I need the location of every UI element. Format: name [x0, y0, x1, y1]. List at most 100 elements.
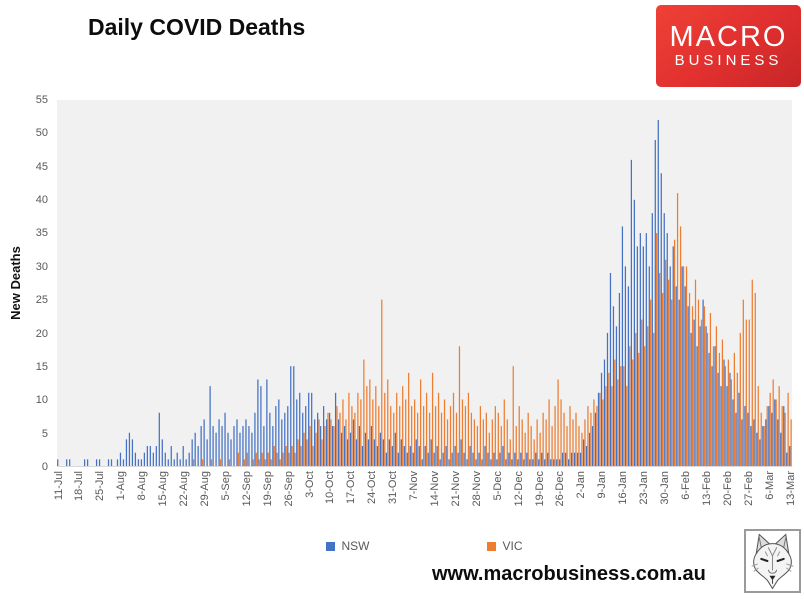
- bar-vic: [417, 412, 419, 466]
- bar-vic: [587, 406, 589, 466]
- bar-nsw: [756, 432, 758, 466]
- bar-vic: [327, 412, 329, 466]
- bar-nsw: [585, 446, 588, 466]
- bar-vic: [718, 352, 721, 466]
- bar-nsw: [158, 412, 160, 466]
- bar-vic: [676, 193, 679, 466]
- x-tick-label: 9-Jan: [596, 471, 609, 499]
- y-tick-label: 50: [35, 127, 48, 140]
- bar-vic: [318, 419, 320, 466]
- bar-nsw: [57, 459, 59, 466]
- bar-nsw: [182, 446, 184, 466]
- bar-nsw: [430, 439, 432, 466]
- bar-vic: [411, 406, 413, 466]
- bar-nsw: [663, 213, 665, 466]
- y-tick-label: 45: [35, 160, 48, 173]
- bar-nsw: [708, 352, 710, 466]
- bar-nsw: [478, 452, 480, 466]
- macrobusiness-logo[interactable]: MACRO BUSINESS: [656, 5, 801, 87]
- bar-vic: [506, 419, 508, 466]
- bar-vic: [288, 452, 290, 466]
- bar-nsw: [496, 459, 498, 466]
- bar-nsw: [125, 439, 128, 466]
- bar-vic: [452, 392, 455, 466]
- x-tick-label: 18-Jul: [73, 471, 86, 501]
- x-tick-label: 6-Feb: [679, 471, 692, 500]
- bar-nsw: [532, 459, 534, 466]
- wolf-sketch-icon: [751, 533, 794, 590]
- bar-nsw: [302, 412, 304, 466]
- bar-nsw: [427, 452, 429, 466]
- bar-vic: [408, 372, 410, 466]
- bar-vic: [434, 406, 437, 466]
- y-tick-label: 55: [35, 94, 48, 106]
- bar-nsw: [582, 439, 585, 466]
- bar-vic: [321, 439, 323, 466]
- bar-vic: [360, 399, 362, 466]
- bar-nsw: [505, 459, 507, 466]
- bar-nsw: [436, 446, 438, 466]
- bar-nsw: [529, 459, 531, 466]
- bar-nsw: [194, 432, 196, 466]
- bar-nsw: [128, 432, 131, 466]
- bar-nsw: [612, 306, 615, 466]
- bar-vic: [751, 279, 753, 466]
- bar-vic: [665, 259, 667, 466]
- bar-nsw: [95, 459, 98, 466]
- bar-vic: [536, 419, 538, 466]
- bar-vic: [527, 412, 529, 466]
- bar-nsw: [639, 233, 641, 466]
- bar-nsw: [535, 452, 537, 466]
- bar-nsw: [191, 439, 193, 466]
- bar-nsw: [403, 446, 405, 466]
- bar-nsw: [254, 412, 256, 466]
- bar-vic: [626, 386, 628, 466]
- bar-vic: [602, 399, 604, 466]
- site-url-link[interactable]: www.macrobusiness.com.au: [432, 563, 706, 585]
- bar-vic: [617, 379, 619, 466]
- bar-nsw: [514, 452, 516, 466]
- bar-vic: [593, 399, 595, 466]
- bar-nsw: [212, 426, 214, 466]
- bar-nsw: [248, 426, 250, 466]
- wolf-logo-box: [744, 529, 801, 593]
- x-tick-label: 26-Sep: [282, 471, 295, 507]
- bar-nsw: [726, 386, 728, 466]
- bar-nsw: [636, 246, 638, 466]
- bar-vic: [659, 273, 661, 466]
- bar-nsw: [621, 226, 624, 466]
- bar-vic: [524, 432, 526, 466]
- bar-vic: [258, 459, 260, 466]
- bar-nsw: [666, 233, 668, 466]
- bar-nsw: [397, 452, 399, 466]
- bar-vic: [375, 386, 377, 466]
- bar-nsw: [783, 406, 785, 466]
- logo-text-business: BUSINESS: [674, 52, 783, 69]
- bar-vic: [730, 379, 732, 466]
- chart-plot-area: [57, 100, 792, 467]
- bar-nsw: [538, 459, 540, 466]
- x-tick-label: 7-Nov: [408, 471, 420, 501]
- bar-vic: [578, 426, 580, 466]
- bar-vic: [503, 399, 505, 466]
- bar-nsw: [541, 452, 543, 466]
- bar-vic: [455, 412, 458, 466]
- legend-item-nsw: NSW: [326, 539, 369, 553]
- bar-nsw: [161, 439, 163, 466]
- bar-nsw: [364, 432, 367, 466]
- bar-nsw: [355, 439, 358, 466]
- bar-nsw: [460, 439, 462, 466]
- bar-vic: [548, 399, 550, 466]
- bar-nsw: [296, 399, 298, 466]
- bar-vic: [614, 359, 616, 466]
- bar-nsw: [203, 419, 205, 466]
- bar-vic: [572, 419, 574, 466]
- bar-vic: [201, 459, 204, 466]
- x-tick-label: 19-Sep: [261, 471, 274, 507]
- x-tick-label: 13-Feb: [700, 471, 713, 506]
- bar-nsw: [699, 326, 701, 466]
- bar-nsw: [323, 406, 325, 466]
- x-tick-label: 14-Nov: [429, 471, 441, 507]
- bar-nsw: [523, 459, 525, 466]
